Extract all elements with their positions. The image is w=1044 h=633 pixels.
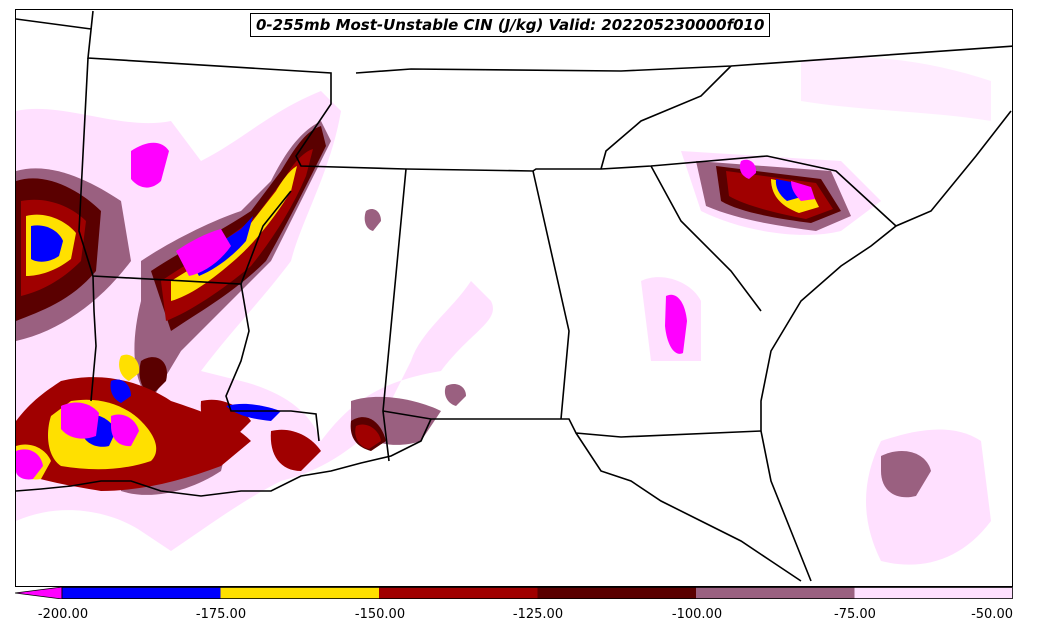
colorbar-tick-label: -200.00	[37, 607, 89, 622]
state-boundaries	[16, 10, 1012, 582]
cin-shading	[16, 57, 991, 565]
colorbar-tick-label: -175.00	[195, 607, 247, 622]
map-panel	[15, 9, 1013, 587]
colorbar-tick-label: -100.00	[671, 607, 723, 622]
colorbar-tick-label: -50.00	[971, 607, 1013, 622]
map-title: 0-255mb Most-Unstable CIN (J/kg) Valid: …	[250, 13, 771, 37]
colorbar-bin-mauve	[696, 587, 855, 599]
colorbar-tick-label: -150.00	[354, 607, 406, 622]
colorbar-bin-yellow	[220, 587, 379, 599]
colorbar-tick-label: -75.00	[834, 607, 876, 622]
colorbar-bin-red	[379, 587, 538, 599]
colorbar-tick-label: -125.00	[512, 607, 564, 622]
colorbar-bin-darkred	[537, 587, 696, 599]
colorbar-extend-arrow	[15, 587, 63, 599]
colorbar-outline	[61, 587, 1013, 599]
colorbar-bin-lightpink	[854, 587, 1013, 599]
cin-field-map	[16, 10, 1012, 582]
colorbar-bin-blue	[62, 587, 221, 599]
colorbar	[15, 587, 1013, 599]
